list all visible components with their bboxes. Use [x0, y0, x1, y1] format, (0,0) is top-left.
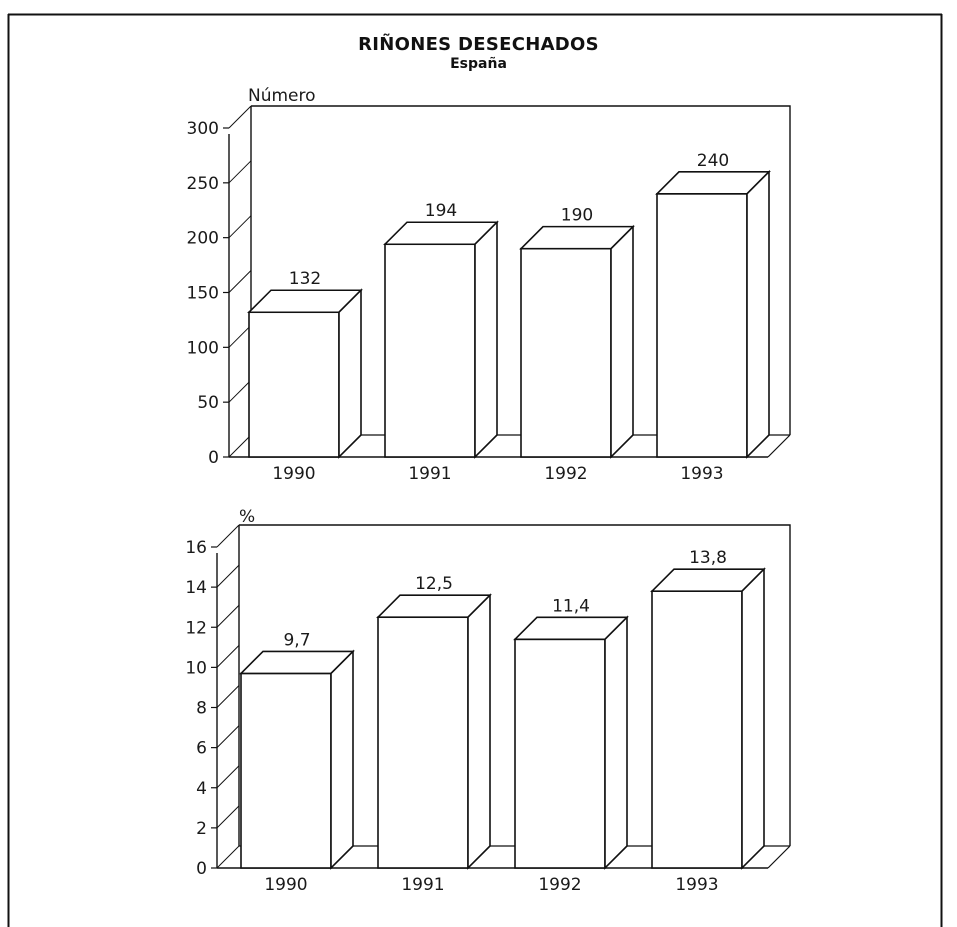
y-tick-label: 300	[187, 119, 219, 139]
x-tick-label: 1991	[401, 875, 444, 895]
y-tick-label: 50	[197, 393, 219, 413]
x-tick-label: 1991	[408, 464, 451, 484]
y-tick-diagonal	[228, 215, 252, 239]
bar-value-label: 9,7	[283, 630, 310, 650]
bar-value-label: 194	[425, 201, 457, 221]
y-tick-label: 14	[185, 578, 207, 598]
y-tick-diagonal	[228, 160, 252, 184]
y-tick-diagonal	[216, 765, 240, 789]
bar-1992	[519, 224, 635, 459]
bar-1990	[247, 288, 363, 459]
x-tick-label: 1992	[538, 875, 581, 895]
y-tick-diagonal	[228, 270, 252, 293]
y-tick-label: 6	[196, 739, 207, 759]
y-tick-label: 2	[196, 819, 207, 839]
y-tick-label: 12	[185, 618, 207, 638]
y-tick-label: 4	[196, 779, 207, 799]
y-axis-label: %	[239, 507, 255, 527]
bar-1991	[383, 220, 499, 459]
y-tick-label: 10	[185, 658, 207, 678]
bar-front-face	[240, 672, 332, 869]
y-tick-label: 250	[187, 174, 219, 194]
chart-subtitle: España	[450, 56, 507, 72]
bar-value-label: 12,5	[415, 574, 453, 594]
bar-side-face	[746, 169, 770, 459]
bar-side-face	[741, 567, 765, 870]
bar-front-face	[248, 311, 340, 458]
x-tick-label: 1990	[264, 875, 307, 895]
bar-side-face	[610, 224, 634, 459]
bar-1991	[376, 593, 492, 870]
y-tick-diagonal	[216, 645, 240, 668]
bar-value-label: 13,8	[689, 548, 727, 568]
y-tick-diagonal	[216, 604, 240, 628]
y-tick-diagonal	[228, 324, 252, 348]
bar-side-face	[338, 288, 362, 459]
y-tick-label: 0	[196, 859, 207, 879]
y-tick-label: 200	[187, 229, 219, 249]
bar-front-face	[656, 193, 748, 458]
bar-side-face	[330, 649, 354, 870]
bar-1992	[513, 615, 629, 870]
floor-right-edge	[767, 845, 791, 869]
y-tick-diagonal	[228, 434, 252, 458]
bar-value-label: 11,4	[552, 596, 590, 616]
bar-1993	[650, 567, 766, 870]
x-tick-label: 1993	[680, 464, 723, 484]
back-wall	[239, 524, 791, 846]
y-tick-label: 150	[187, 284, 219, 304]
bar-value-label: 132	[289, 269, 321, 289]
bar-1990	[239, 649, 355, 870]
bar-front-face	[377, 616, 469, 869]
x-tick-label: 1993	[675, 875, 718, 895]
chart-title: RIÑONES DESECHADOS	[358, 34, 599, 55]
floor-right-edge	[767, 434, 791, 458]
y-tick-diagonal	[216, 564, 240, 588]
y-tick-diagonal	[228, 379, 252, 403]
bar-1993	[655, 169, 771, 459]
y-tick-diagonal	[216, 845, 240, 869]
y-tick-label: 0	[208, 448, 219, 468]
bar-front-face	[384, 243, 476, 458]
bar-front-face	[514, 638, 606, 869]
y-tick-diagonal	[228, 105, 252, 129]
x-tick-label: 1990	[272, 464, 315, 484]
bar-front-face	[651, 590, 743, 869]
bar-value-label: 190	[561, 206, 593, 226]
x-tick-label: 1992	[544, 464, 587, 484]
y-tick-diagonal	[216, 685, 240, 708]
bar-side-face	[474, 220, 498, 459]
bar-side-face	[604, 615, 628, 870]
bar-side-face	[467, 593, 491, 870]
y-tick-diagonal	[216, 524, 240, 548]
y-tick-diagonal	[216, 725, 240, 748]
back-wall	[251, 105, 791, 435]
y-tick-diagonal	[216, 805, 240, 829]
y-tick-label: 100	[187, 338, 219, 358]
bar-value-label: 240	[697, 151, 729, 171]
y-axis-label: Número	[248, 86, 316, 106]
y-tick-label: 8	[196, 699, 207, 719]
y-tick-label: 16	[185, 538, 207, 558]
